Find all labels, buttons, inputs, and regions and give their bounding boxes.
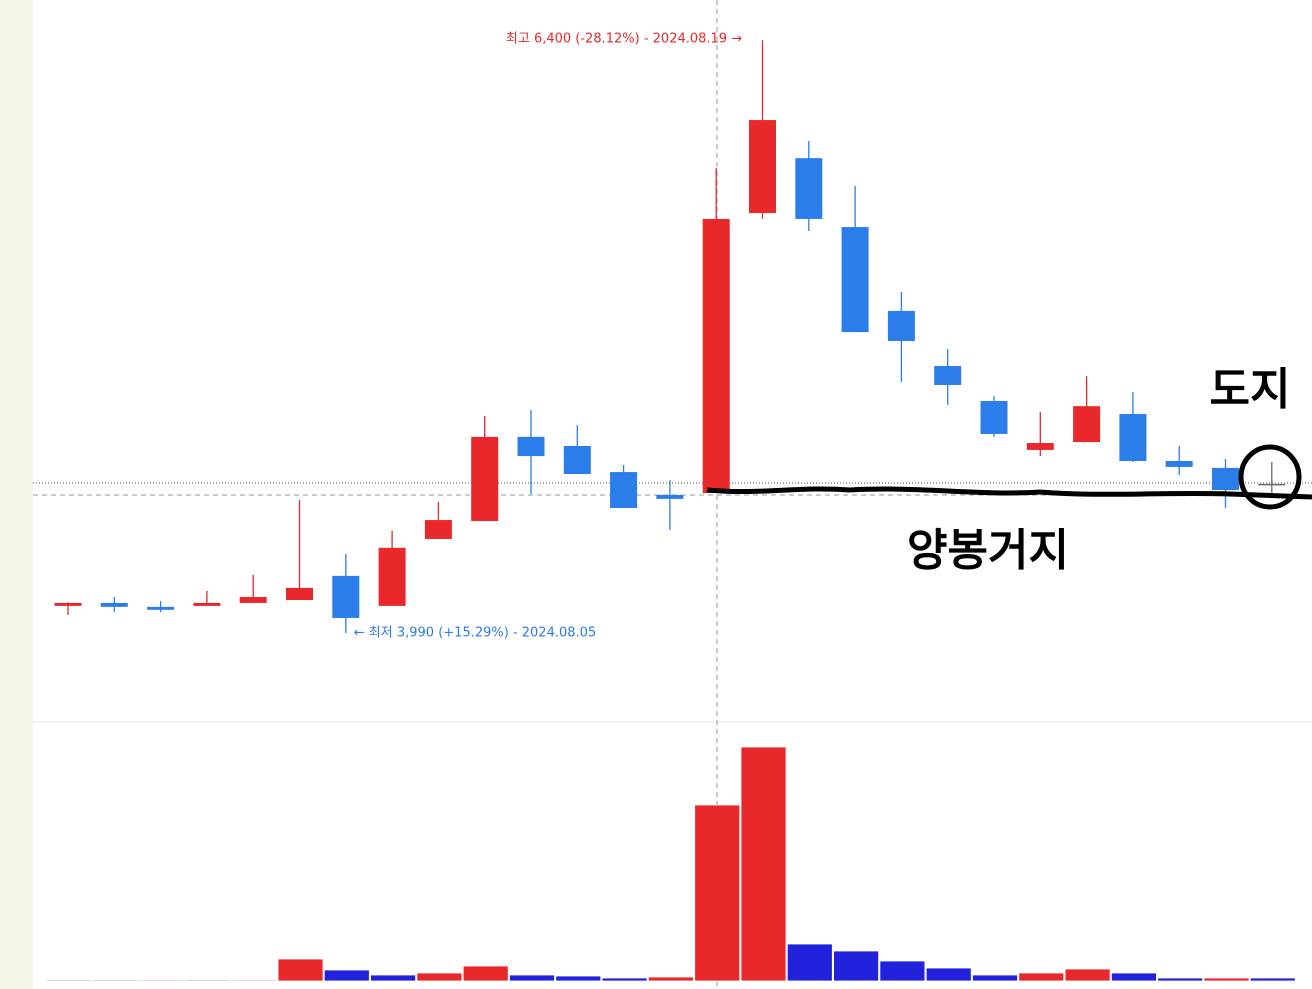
volume-bar xyxy=(786,943,833,982)
volume-bar xyxy=(370,974,417,982)
candle-body xyxy=(656,494,684,499)
annotation: 도지 xyxy=(1210,364,1291,415)
candle-body xyxy=(1165,460,1193,467)
low-label: ← 최저 3,990 (+15.29%) - 2024.08.05 xyxy=(354,626,596,641)
volume-bar xyxy=(1157,977,1204,982)
volume-bar xyxy=(231,979,278,982)
candle-body xyxy=(1119,414,1147,461)
volume-bar xyxy=(92,979,139,982)
volume-bar xyxy=(46,979,92,982)
volume-bar xyxy=(740,746,787,982)
candle-body xyxy=(424,520,452,539)
candle-body xyxy=(332,575,360,618)
high-label: 최고 6,400 (-28.12%) - 2024.08.19 → xyxy=(506,32,742,47)
volume-bar xyxy=(509,974,555,982)
candle-body xyxy=(54,602,82,606)
candle-body xyxy=(563,445,591,475)
volume-bar xyxy=(1249,977,1296,982)
volume-bar xyxy=(416,972,463,982)
volume-bar xyxy=(1203,977,1250,982)
candle-body xyxy=(378,547,406,606)
candle-body xyxy=(100,602,128,607)
candle-body xyxy=(1258,483,1286,486)
candle-body xyxy=(193,602,221,606)
volume-bar xyxy=(184,979,231,982)
volume-bar xyxy=(648,976,694,982)
candle-body xyxy=(517,436,545,457)
candle-body xyxy=(980,400,1008,434)
volume-bar xyxy=(879,960,926,982)
volume-bar xyxy=(833,950,879,982)
volume-bar xyxy=(138,979,185,982)
volume-bar xyxy=(323,969,370,982)
candle-body xyxy=(702,218,730,493)
candle-body xyxy=(795,158,823,219)
volume-bar xyxy=(462,965,509,982)
candle-body xyxy=(239,597,267,603)
candle-body xyxy=(471,436,499,522)
annotation: 양봉거지 xyxy=(907,525,1069,576)
volume-bar xyxy=(925,967,972,982)
candle-body xyxy=(841,227,869,333)
volume-bar xyxy=(555,975,602,982)
candle-body xyxy=(887,310,915,341)
volume-bar xyxy=(1018,972,1065,982)
candle-body xyxy=(147,606,175,610)
volume-bar xyxy=(694,804,741,982)
volume-bar xyxy=(601,977,648,982)
volume-bar xyxy=(277,958,324,982)
candle-body xyxy=(286,587,313,600)
hand-line xyxy=(706,486,1312,500)
volume-bar xyxy=(972,974,1018,982)
candle-body xyxy=(934,366,962,385)
candle-body xyxy=(1212,467,1239,491)
candle-body xyxy=(610,472,638,508)
volume-bar xyxy=(1111,972,1157,982)
volume-bar xyxy=(1064,968,1111,982)
candle-body xyxy=(749,120,776,214)
candle-body xyxy=(1026,443,1054,450)
hand-circle xyxy=(1238,444,1302,510)
candle-body xyxy=(1073,406,1101,443)
